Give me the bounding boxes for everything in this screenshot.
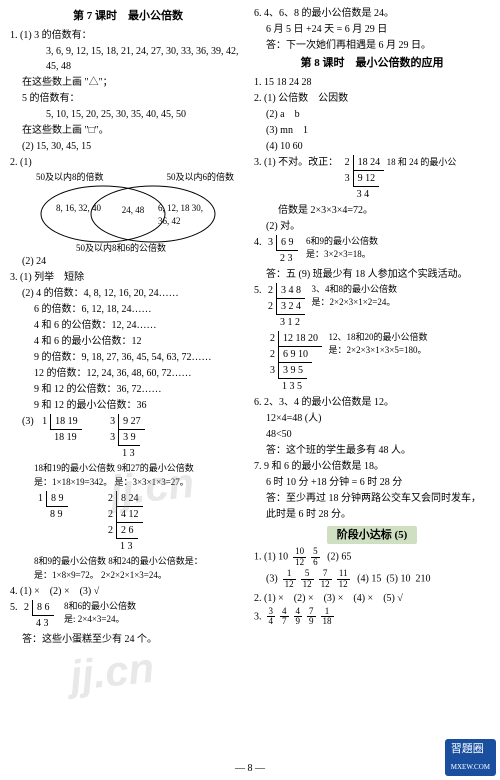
s1: 1. (1) 10 1012 56 (2) 65 (254, 547, 490, 568)
r5: 5. 23 4 8 23 2 4 3 1 2 3、4和8的最小公倍数 是：2×2… (254, 283, 490, 330)
venn-mid-set: 24, 48 (118, 204, 148, 218)
q3-s1: 18和19的最小公倍数 9和27的最小公倍数 (10, 462, 246, 476)
q3-s2: 8和9的最小公倍数 8和24的最小公倍数是： (10, 555, 246, 569)
lesson7-title: 第 7 课时 最小公倍数 (10, 8, 246, 25)
s2: (3) 112 512 712 1112 (4) 15 (5) 10 210 (254, 569, 490, 590)
lesson8-title: 第 8 课时 最小公倍数的应用 (254, 55, 490, 72)
venn-diagram: 50及以内8的倍数 50及以内6的倍数 50及以内8和6的公倍数 8, 16, … (18, 172, 238, 252)
r7ans2: 此时是 6 时 28 分。 (254, 507, 490, 522)
r7b: 6 时 10 分 +18 分钟 = 6 时 28 分 (254, 475, 490, 490)
q3-2h: 9 和 12 的最小公倍数：36 (10, 398, 246, 413)
q1-mark3: 在这些数上画 "△"； (10, 75, 246, 90)
r3b: (2) 对。 (254, 219, 490, 234)
q3-2b: 6 的倍数：6, 12, 18, 24…… (10, 302, 246, 317)
r3a3: 倍数是 2×3×3×4=72。 (254, 203, 490, 218)
venn-right-set: 6, 12, 18 30, 36, 42 (158, 202, 214, 229)
corner-badge: 習題圈MXEW.COM (445, 739, 496, 776)
q1-lead5: 5 的倍数有： (10, 91, 246, 106)
q3-2a: (2) 4 的倍数：4, 8, 12, 16, 20, 24…… (10, 286, 246, 301)
r6a: 6. 4、6、8 的最小公倍数是 24。 (254, 6, 490, 21)
r3a: 3. (1) 不对。改正： 218 24 3 9 12 3 4 18 和 24 … (254, 155, 490, 202)
q4: 4. (1) × (2) × (3) √ (10, 584, 246, 599)
r7ans: 答：至少再过 18 分钟两路公交车又会同时发车， (254, 491, 490, 506)
q3-s2b: 是：1×8×9=72。 2×2×2×1×3=24。 (10, 569, 246, 583)
r5b: 212 18 20 2 6 9 10 3 3 9 5 1 3 5 12、18和2… (254, 331, 490, 394)
r1: 1. 15 18 24 28 (254, 75, 490, 90)
r2c: (3) mn 1 (254, 123, 490, 138)
q2-2: (2) 24 (10, 254, 246, 269)
venn-left-set: 8, 16, 32, 40 (56, 202, 106, 216)
left-column: 第 7 课时 最小公倍数 1. (1) 3 的倍数有： 3, 6, 9, 12,… (6, 6, 250, 648)
s3: 2. (1) × (2) × (3) × (4) × (5) √ (254, 591, 490, 606)
q3-3: (3) 118 19 18 19 39 27 33 9 1 3 (10, 414, 246, 461)
r6: 6. 2、3、4 的最小公倍数是 12。 (254, 395, 490, 410)
q5: 5. 28 6 4 3 8和6的最小公倍数 是: 2×4×3=24。 (10, 600, 246, 631)
s4: 3. 34 47 49 79 118 (254, 607, 490, 628)
page-number: — 8 — (0, 761, 500, 776)
q3-2e: 9 的倍数：9, 18, 27, 36, 45, 54, 63, 72…… (10, 350, 246, 365)
q3-2d: 4 和 6 的最小公倍数：12 (10, 334, 246, 349)
r6ans: 答：这个班的学生最多有 48 人。 (254, 443, 490, 458)
r2d: (4) 10 60 (254, 139, 490, 154)
venn-label-right: 50及以内6的倍数 (166, 171, 234, 185)
right-column: 6. 4、6、8 的最小公倍数是 24。 6 月 5 日 +24 天 = 6 月… (250, 6, 494, 648)
q1-mult3: 3, 6, 9, 12, 15, 18, 21, 24, 27, 30, 33,… (10, 44, 246, 74)
q1-mark5: 在这些数上画 "□"。 (10, 123, 246, 138)
r7a: 7. 9 和 6 的最小公倍数是 18。 (254, 459, 490, 474)
q3-2g: 9 和 12 的公倍数：36, 72…… (10, 382, 246, 397)
r4: 4. 36 9 2 3 6和9的最小公倍数 是：3×2×3=18。 (254, 235, 490, 266)
r6y: 48<50 (254, 427, 490, 442)
stage-header: 阶段小达标 (5) (254, 526, 490, 545)
r6b: 6 月 5 日 +24 天 = 6 月 29 日 (254, 22, 490, 37)
q3-lcm34: 18 9 8 9 28 24 24 12 22 6 1 3 (10, 491, 246, 554)
q1-2: (2) 15, 30, 45, 15 (10, 139, 246, 154)
r2b: (2) a b (254, 107, 490, 122)
r6c: 答：下一次她们再相遇是 6 月 29 日。 (254, 38, 490, 53)
venn-label-bottom: 50及以内8和6的公倍数 (76, 242, 166, 256)
r4ans: 答：五 (9) 班最少有 18 人参加这个实践活动。 (254, 267, 490, 282)
q1-mult5: 5, 10, 15, 20, 25, 30, 35, 40, 45, 50 (10, 107, 246, 122)
q3-s1b: 是：1×18×19=342。 是：3×3×1×3=27。 (10, 476, 246, 490)
q5-ans: 答：这些小蛋糕至少有 24 个。 (10, 632, 246, 647)
r6x: 12×4=48 (人) (254, 411, 490, 426)
q1-1-lead: 1. (1) 3 的倍数有： (10, 28, 246, 43)
q3-2f: 12 的倍数：12, 24, 36, 48, 60, 72…… (10, 366, 246, 381)
venn-label-left: 50及以内8的倍数 (36, 171, 104, 185)
q3-2c: 4 和 6 的公倍数：12, 24…… (10, 318, 246, 333)
r2a: 2. (1) 公倍数 公因数 (254, 91, 490, 106)
q3-1: 3. (1) 列举 短除 (10, 270, 246, 285)
q2-head: 2. (1) (10, 155, 246, 170)
